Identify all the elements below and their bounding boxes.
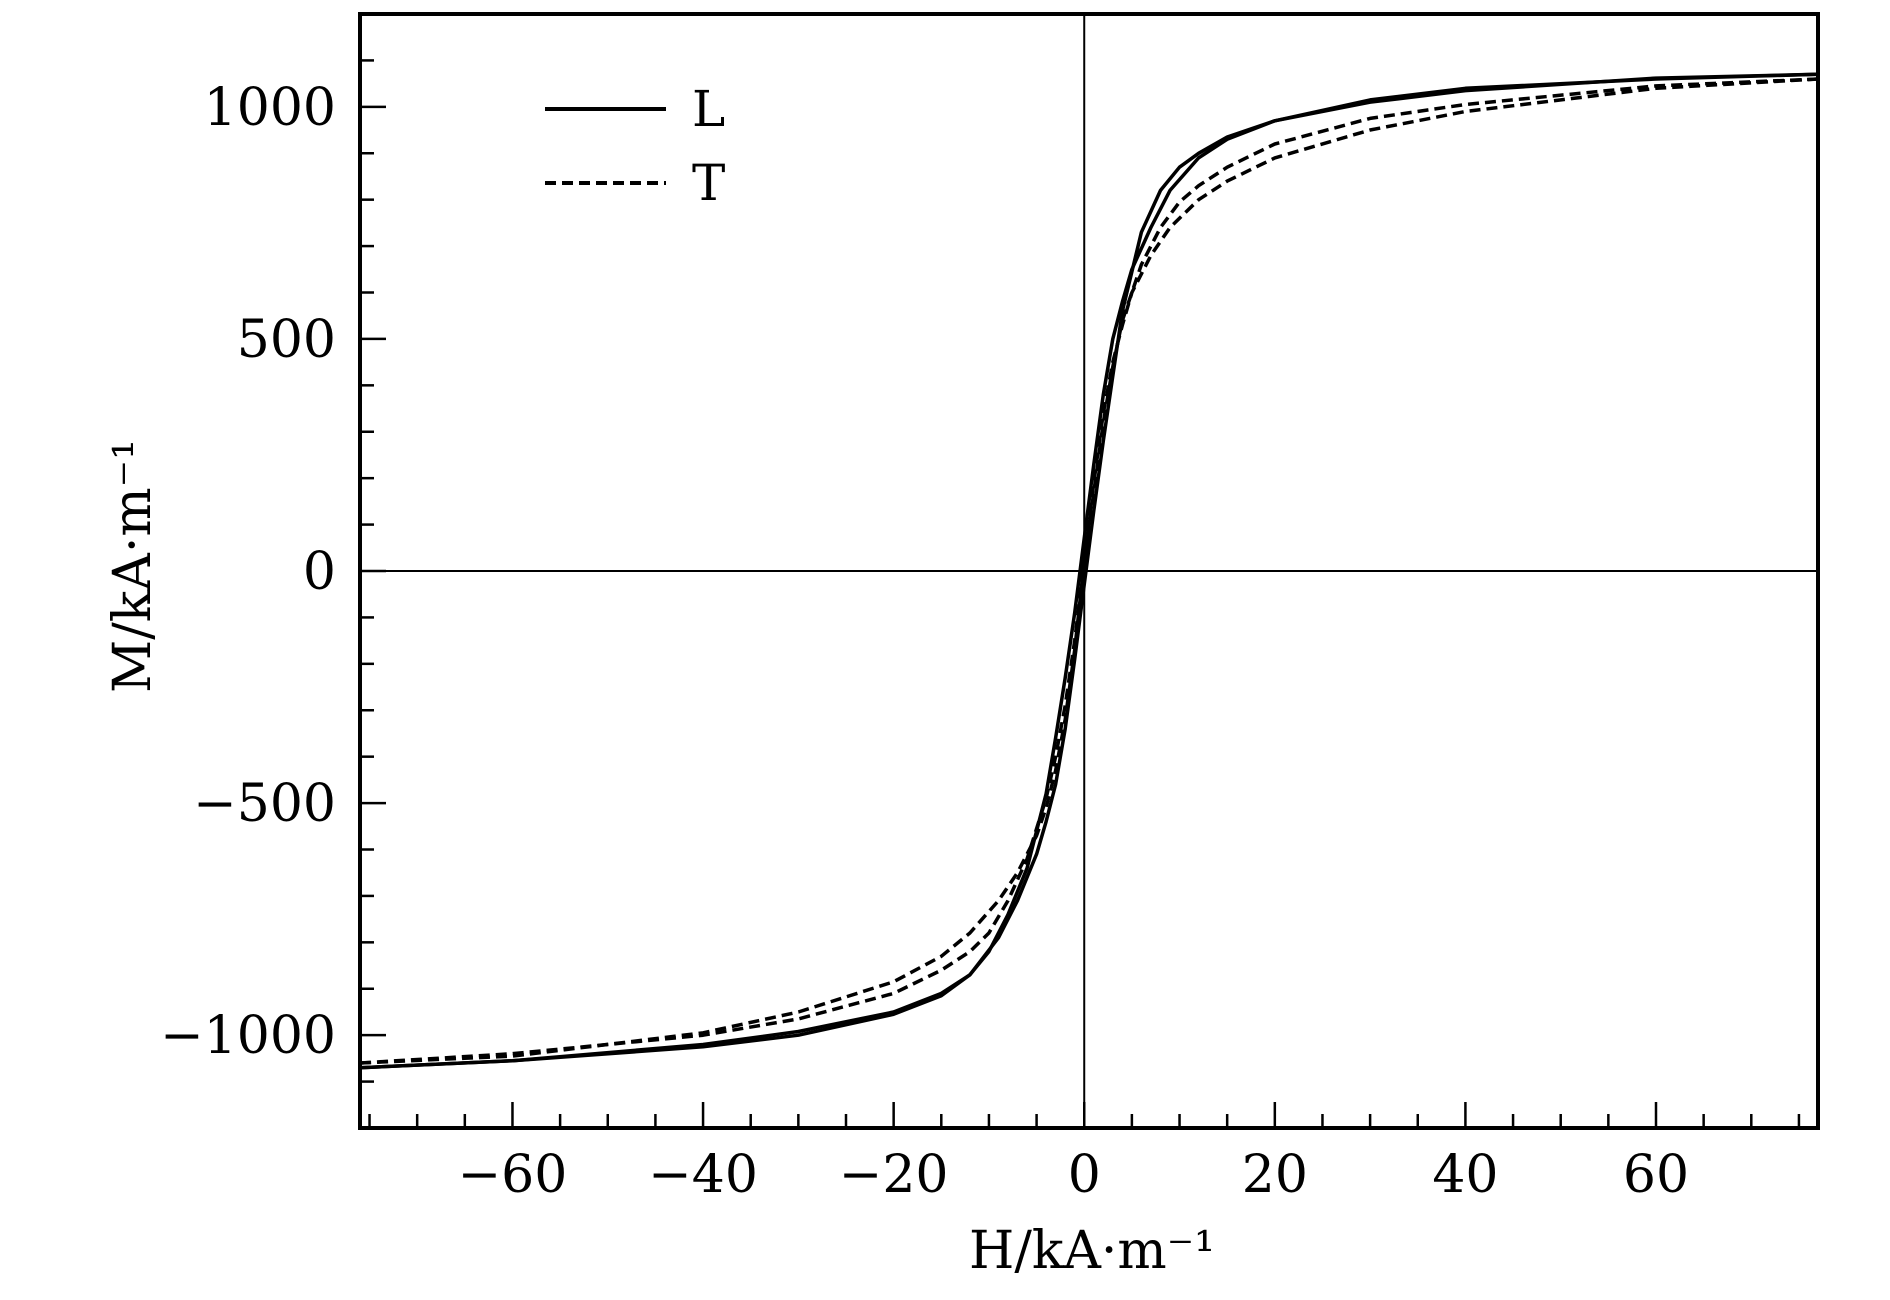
y-axis: −1000 −500 0 500 1000 [160,59,386,1083]
curves [359,72,1819,1070]
series-l-line [359,72,1819,1070]
y-tick-label: 500 [237,310,336,370]
x-tick-label: 40 [1432,1145,1498,1205]
x-tick-label: −60 [458,1145,568,1205]
series-t-line [359,77,1819,1065]
x-axis-title: H/kA·m⁻¹ [969,1221,1215,1281]
y-tick-label: −500 [193,774,336,834]
x-tick-label: 20 [1242,1145,1308,1205]
x-tick-label: −40 [648,1145,758,1205]
legend: L T [545,80,725,212]
y-tick-label: −1000 [160,1006,336,1066]
legend-label-l: L [692,80,725,138]
legend-label-t: T [692,154,725,212]
x-axis: −60 −40 −20 0 20 40 60 [368,1102,1801,1205]
x-tick-label: 60 [1623,1145,1689,1205]
x-tick-label: −20 [839,1145,949,1205]
x-tick-label: 0 [1068,1145,1101,1205]
y-axis-title: M/kA·m⁻¹ [103,439,163,693]
y-tick-label: 0 [303,542,336,602]
y-tick-label: 1000 [204,78,336,138]
plot-area [358,12,1820,1130]
